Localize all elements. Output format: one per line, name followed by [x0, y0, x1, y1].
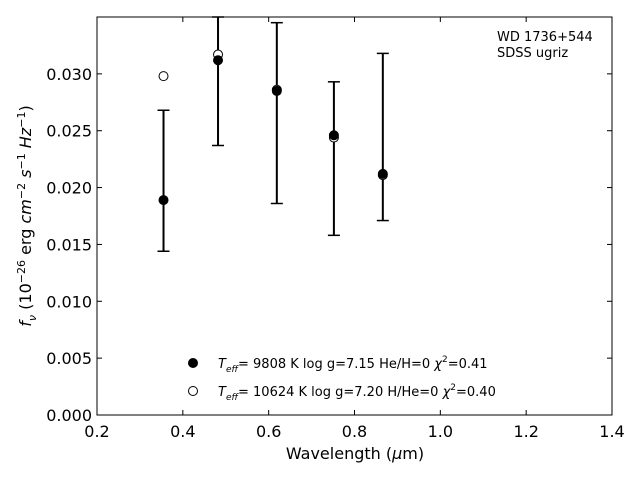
y-axis-label: fν (10−26 erg cm−2 s−1 Hz−1): [15, 105, 39, 326]
x-axis-label: Wavelength (μm): [286, 444, 424, 463]
y-axis-ticks: 0.000 0.005 0.010 0.015 0.020 0.025 0.030: [46, 65, 612, 425]
legend: Teff= 9808 K log g=7.15 He/H=0 χ2=0.41 T…: [188, 355, 496, 403]
error-bars: [157, 16, 389, 253]
x-tick-label: 0.2: [84, 422, 109, 441]
x-tick-label: 0.4: [170, 422, 195, 441]
legend-label-filled: Teff= 9808 K log g=7.15 He/H=0 χ2=0.41: [218, 355, 488, 375]
x-axis-ticks: 0.2 0.4 0.6 0.8 1.0 1.2 1.4: [84, 17, 625, 441]
legend-label-open: Teff= 10624 K log g=7.20 H/He=0 χ2=0.40: [218, 383, 496, 403]
plot-frame: [96, 16, 613, 416]
legend-marker-open: [188, 386, 198, 396]
observed-point: [328, 130, 339, 141]
legend-marker-filled: [188, 358, 198, 368]
y-tick-label: 0.005: [46, 349, 92, 368]
y-tick-label: 0.030: [46, 65, 92, 84]
annotation-survey: SDSS ugriz: [497, 46, 568, 61]
x-tick-label: 1.2: [513, 422, 538, 441]
model-points: [158, 49, 388, 181]
observed-point: [377, 168, 388, 179]
model-point: [158, 71, 169, 82]
observed-point: [271, 85, 282, 96]
y-tick-label: 0.010: [46, 292, 92, 311]
y-tick-label: 0.020: [46, 179, 92, 198]
observed-points: [158, 55, 388, 206]
observed-point: [213, 55, 224, 66]
x-tick-label: 0.8: [342, 422, 367, 441]
observed-point: [158, 195, 169, 206]
x-tick-label: 0.6: [256, 422, 281, 441]
y-tick-label: 0.025: [46, 122, 92, 141]
x-tick-label: 1.0: [428, 422, 453, 441]
y-tick-label: 0.015: [46, 235, 92, 254]
y-tick-label: 0.000: [46, 406, 92, 425]
x-tick-label: 1.4: [599, 422, 624, 441]
annotation-object: WD 1736+544: [497, 30, 593, 45]
